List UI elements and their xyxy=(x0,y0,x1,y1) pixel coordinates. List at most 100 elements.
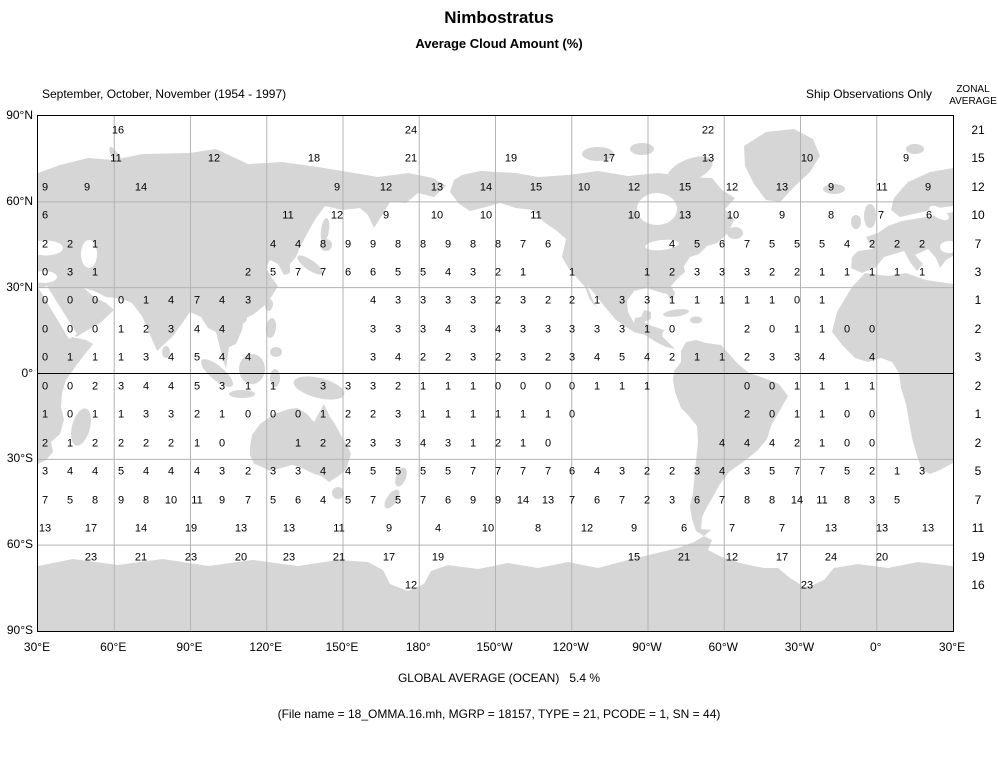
grid-value: 3 xyxy=(618,465,626,478)
grid-value: 9 xyxy=(369,238,377,251)
grid-value: 4 xyxy=(193,323,201,336)
grid-value: 1 xyxy=(419,380,427,393)
grid-value: 23 xyxy=(800,579,814,592)
grid-value: 2 xyxy=(66,238,74,251)
graticule xyxy=(38,116,953,631)
grid-value: 1 xyxy=(117,351,125,364)
grid-value: 5 xyxy=(444,465,452,478)
y-tick-label: 30°N xyxy=(6,279,33,294)
grid-value: 8 xyxy=(419,238,427,251)
grid-value: 7 xyxy=(41,494,49,507)
grid-value: 1 xyxy=(718,351,726,364)
grid-value: 24 xyxy=(404,124,418,137)
grid-value: 2 xyxy=(668,266,676,279)
grid-value: 8 xyxy=(319,238,327,251)
grid-value: 7 xyxy=(319,266,327,279)
grid-value: 1 xyxy=(818,437,826,450)
grid-value: 8 xyxy=(469,238,477,251)
grid-value: 0 xyxy=(544,437,552,450)
zonal-average-value: 19 xyxy=(971,550,985,564)
grid-value: 6 xyxy=(294,494,302,507)
grid-value: 5 xyxy=(793,238,801,251)
landmass-novaya-zemlya xyxy=(109,147,127,175)
grid-value: 0 xyxy=(41,380,49,393)
grid-value: 9 xyxy=(83,181,91,194)
grid-value: 9 xyxy=(117,494,125,507)
grid-value: 14 xyxy=(790,494,804,507)
grid-value: 7 xyxy=(244,494,252,507)
grid-value: 1 xyxy=(568,266,576,279)
x-tick-label: 150°E xyxy=(325,640,359,654)
grid-value: 1 xyxy=(893,266,901,279)
grid-value: 23 xyxy=(84,551,98,564)
grid-value: 6 xyxy=(693,494,701,507)
grid-value: 11 xyxy=(282,209,294,222)
grid-value: 2 xyxy=(167,437,175,450)
x-tick-label: 90°W xyxy=(632,640,662,654)
grid-value: 5 xyxy=(394,266,402,279)
grid-value: 7 xyxy=(519,238,527,251)
grid-value: 0 xyxy=(843,323,851,336)
grid-value: 0 xyxy=(218,437,226,450)
grid-value: 19 xyxy=(431,551,445,564)
grid-value: 17 xyxy=(84,522,98,535)
grid-value: 5 xyxy=(818,238,826,251)
grid-value: 2 xyxy=(319,437,327,450)
grid-value: 5 xyxy=(344,494,352,507)
grid-value: 2 xyxy=(568,294,576,307)
grid-value: 3 xyxy=(294,465,302,478)
grid-value: 1 xyxy=(593,380,601,393)
grid-value: 1 xyxy=(419,408,427,421)
x-tick-label: 120°W xyxy=(552,640,589,654)
grid-value: 1 xyxy=(66,351,74,364)
grid-value: 1 xyxy=(818,323,826,336)
grid-value: 2 xyxy=(91,437,99,450)
grid-value: 3 xyxy=(394,408,402,421)
grid-value: 13 xyxy=(775,181,789,194)
grid-value: 2 xyxy=(544,351,552,364)
grid-value: 2 xyxy=(41,238,49,251)
grid-value: 1 xyxy=(793,323,801,336)
grid-value: 3 xyxy=(394,294,402,307)
grid-value: 10 xyxy=(726,209,740,222)
grid-value: 4 xyxy=(244,351,252,364)
grid-value: 4 xyxy=(768,437,776,450)
grid-value: 1 xyxy=(193,437,201,450)
grid-value: 2 xyxy=(743,408,751,421)
grid-value: 9 xyxy=(924,181,932,194)
grid-value: 8 xyxy=(494,238,502,251)
grid-value: 1 xyxy=(718,294,726,307)
grid-value: 3 xyxy=(344,380,352,393)
grid-value: 2 xyxy=(394,380,402,393)
grid-value: 4 xyxy=(319,494,327,507)
grid-value: 5 xyxy=(394,465,402,478)
grid-value: 4 xyxy=(369,294,377,307)
grid-value: 3 xyxy=(568,351,576,364)
zonal-average-value: 11 xyxy=(971,521,985,535)
grid-value: 9 xyxy=(778,209,786,222)
landmass-new-zealand-south xyxy=(384,489,400,509)
grid-value: 1 xyxy=(693,351,701,364)
grid-value: 4 xyxy=(419,437,427,450)
grid-value: 4 xyxy=(269,238,277,251)
grid-value: 6 xyxy=(680,522,688,535)
zonal-average-value: 2 xyxy=(974,322,982,336)
grid-value: 2 xyxy=(41,437,49,450)
baltic-sea xyxy=(929,205,949,221)
grid-value: 4 xyxy=(167,380,175,393)
grid-value: 4 xyxy=(218,351,226,364)
grid-value: 0 xyxy=(568,380,576,393)
zonal-average-value: 12 xyxy=(971,180,985,194)
grid-value: 12 xyxy=(725,181,739,194)
grid-value: 1 xyxy=(818,266,826,279)
grid-value: 5 xyxy=(66,494,74,507)
grid-value: 3 xyxy=(469,351,477,364)
grid-value: 3 xyxy=(394,437,402,450)
grid-value: 3 xyxy=(469,294,477,307)
grid-value: 1 xyxy=(494,408,502,421)
y-tick-label: 0° xyxy=(21,365,33,380)
grid-value: 0 xyxy=(66,294,74,307)
grid-value: 9 xyxy=(344,238,352,251)
grid-value: 4 xyxy=(167,465,175,478)
grid-value: 3 xyxy=(469,266,477,279)
